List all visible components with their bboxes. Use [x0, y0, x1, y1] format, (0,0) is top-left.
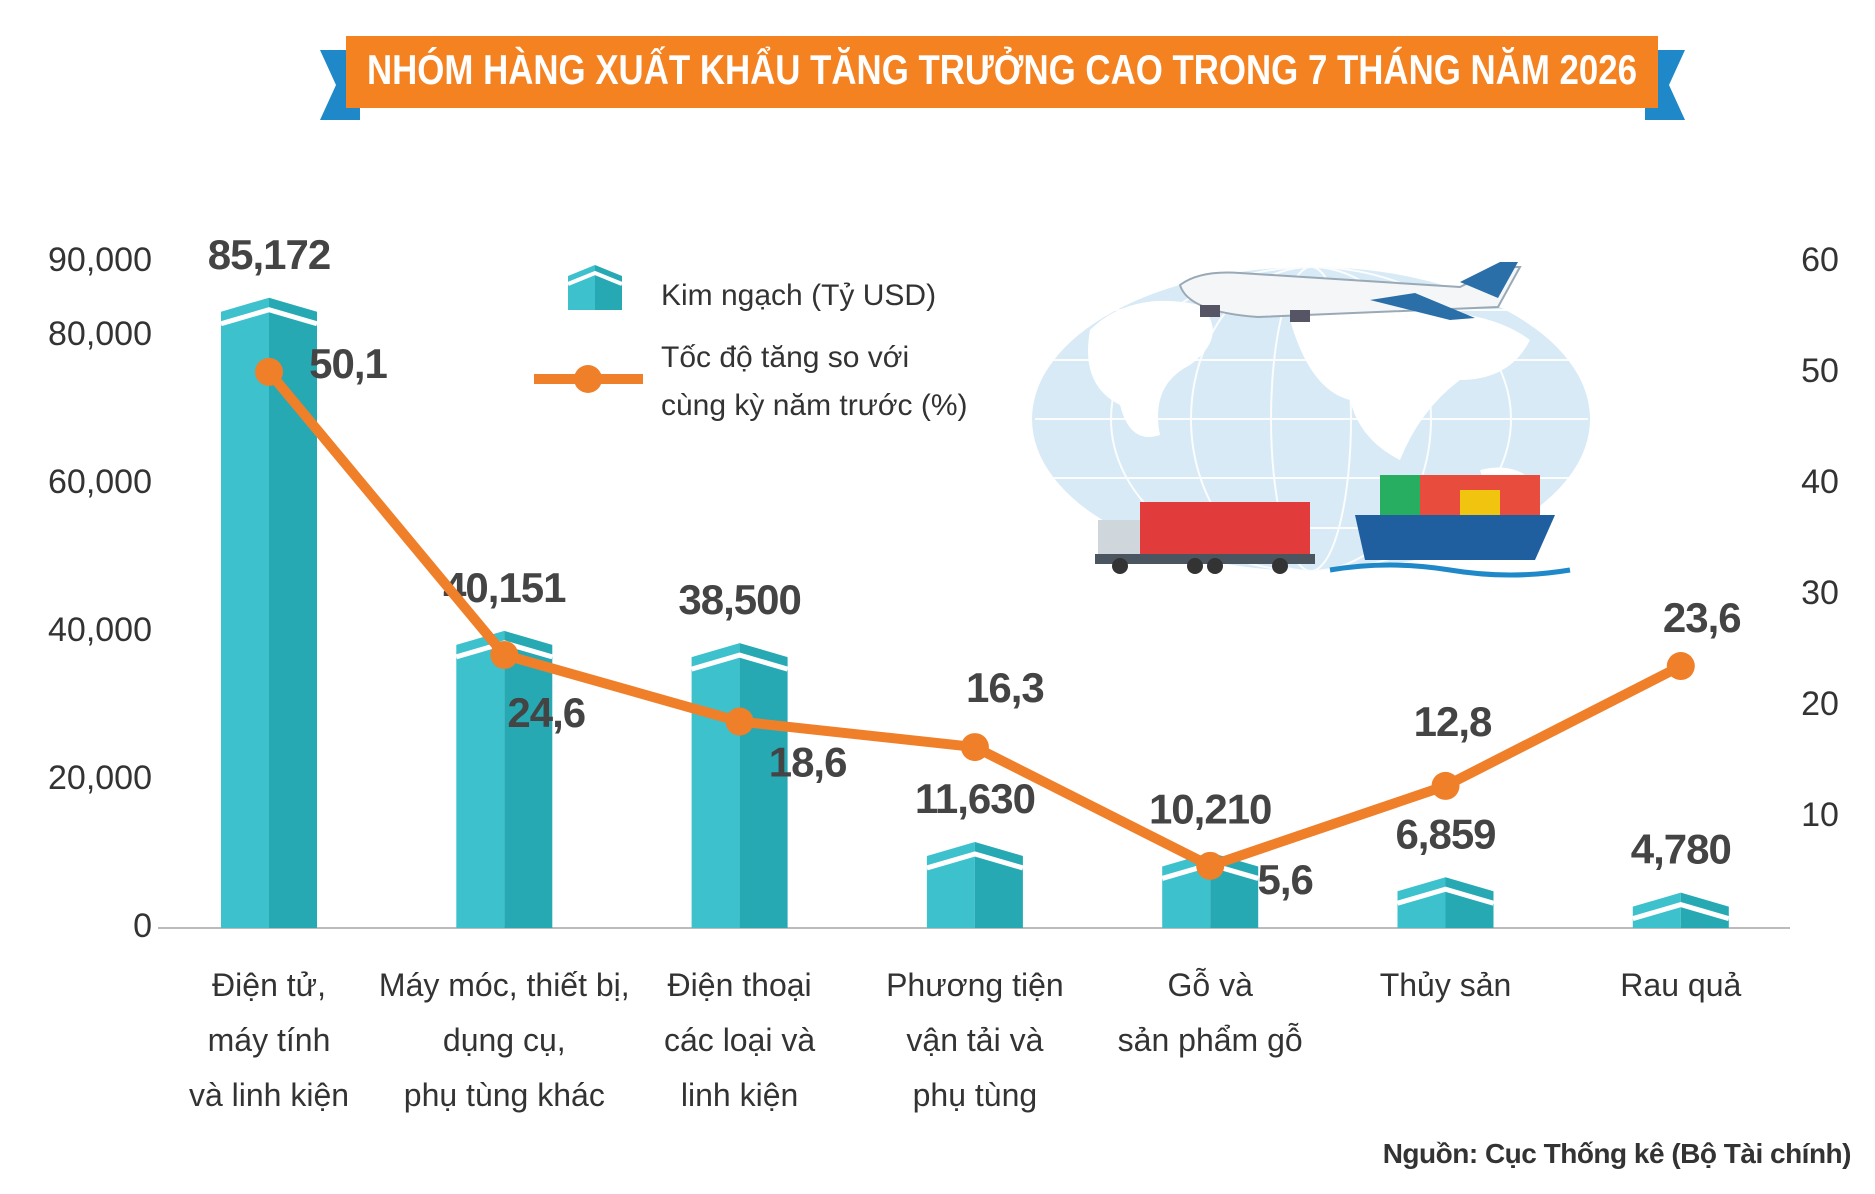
bar-stripe	[690, 652, 789, 672]
line-value-label: 18,6	[769, 739, 847, 786]
y2-tick-label: 30	[1801, 574, 1839, 612]
line-marker	[255, 357, 283, 386]
legend-bar-icon	[567, 265, 623, 310]
y-tick-label: 80,000	[48, 315, 152, 353]
banner	[346, 36, 1658, 108]
x-tick-label: Gỗ và sản phẩm gỗ	[1117, 967, 1303, 1058]
y-tick-label: 40,000	[48, 611, 152, 649]
bar-left	[221, 297, 269, 929]
line-marker	[1666, 652, 1695, 681]
line-value-label: 23,6	[1663, 594, 1741, 641]
line-marker	[490, 640, 519, 669]
bar-right	[1445, 877, 1494, 928]
chart-title: NHÓM HÀNG XUẤT KHẨU TĂNG TRƯỞNG CAO TRON…	[367, 45, 1637, 93]
x-tick-label: Thủy sản	[1379, 967, 1512, 1003]
bar	[1632, 892, 1730, 928]
y2-tick-label: 50	[1801, 352, 1839, 390]
line-value-label: 16,3	[966, 664, 1044, 711]
line-marker	[1196, 851, 1225, 880]
y2-tick-label: 60	[1801, 241, 1839, 279]
x-tick-label: Phương tiện vận tải và phụ tùng	[886, 967, 1064, 1113]
bar	[220, 297, 318, 929]
bar-value-label: 11,630	[915, 775, 1035, 822]
bar-stripe	[1396, 886, 1495, 906]
y-tick-label: 90,000	[48, 241, 152, 279]
legend-entry: Kim ngạch (Tỷ USD)	[661, 279, 937, 312]
line-marker	[960, 733, 989, 762]
bar-right	[269, 297, 317, 929]
source-note: Nguồn: Cục Thống kê (Bộ Tài chính)	[1382, 1138, 1852, 1169]
bar-value-label: 4,780	[1631, 826, 1731, 873]
y2-tick-label: 40	[1801, 463, 1839, 501]
legend-line-icon	[534, 365, 643, 393]
bar-value-label: 6,859	[1395, 810, 1495, 857]
bar-stripe	[926, 851, 1024, 871]
bar-left	[691, 643, 740, 928]
bar-value-label: 10,210	[1149, 786, 1271, 833]
line-value-label: 24,6	[507, 689, 585, 736]
y2-tick-label: 20	[1801, 685, 1839, 723]
y-tick-label: 60,000	[48, 463, 152, 501]
bar	[455, 630, 553, 928]
bar-stripe	[1632, 902, 1730, 922]
x-tick-label: Máy móc, thiết bị, dụng cụ, phụ tùng khá…	[378, 967, 630, 1113]
bar-stripe	[220, 307, 318, 327]
x-tick-label: Điện thoại các loại và linh kiện	[664, 967, 816, 1113]
bar-value-label: 38,500	[678, 576, 800, 623]
legend-entry: Tốc độ tăng so với cùng kỳ năm trước (%)	[661, 341, 968, 422]
x-tick-label: Rau quả	[1620, 967, 1742, 1003]
bar	[926, 841, 1024, 928]
y-tick-label: 0	[133, 907, 152, 945]
bar-value-label: 85,172	[208, 231, 330, 278]
x-tick-label: Điện tử, máy tính và linh kiện	[188, 967, 350, 1113]
bar-right	[504, 630, 553, 928]
bar-left	[1397, 877, 1446, 928]
bar-right	[739, 643, 788, 928]
bar-left	[456, 630, 505, 928]
illustration	[1032, 262, 1590, 578]
line-marker	[725, 707, 754, 736]
line-value-label: 5,6	[1258, 856, 1313, 903]
line-value-label: 12,8	[1414, 698, 1492, 745]
line-value-label: 50,1	[309, 340, 387, 387]
line-marker	[1431, 771, 1460, 800]
y-tick-label: 20,000	[48, 759, 152, 797]
bar	[1396, 877, 1495, 928]
y2-tick-label: 10	[1801, 796, 1839, 834]
